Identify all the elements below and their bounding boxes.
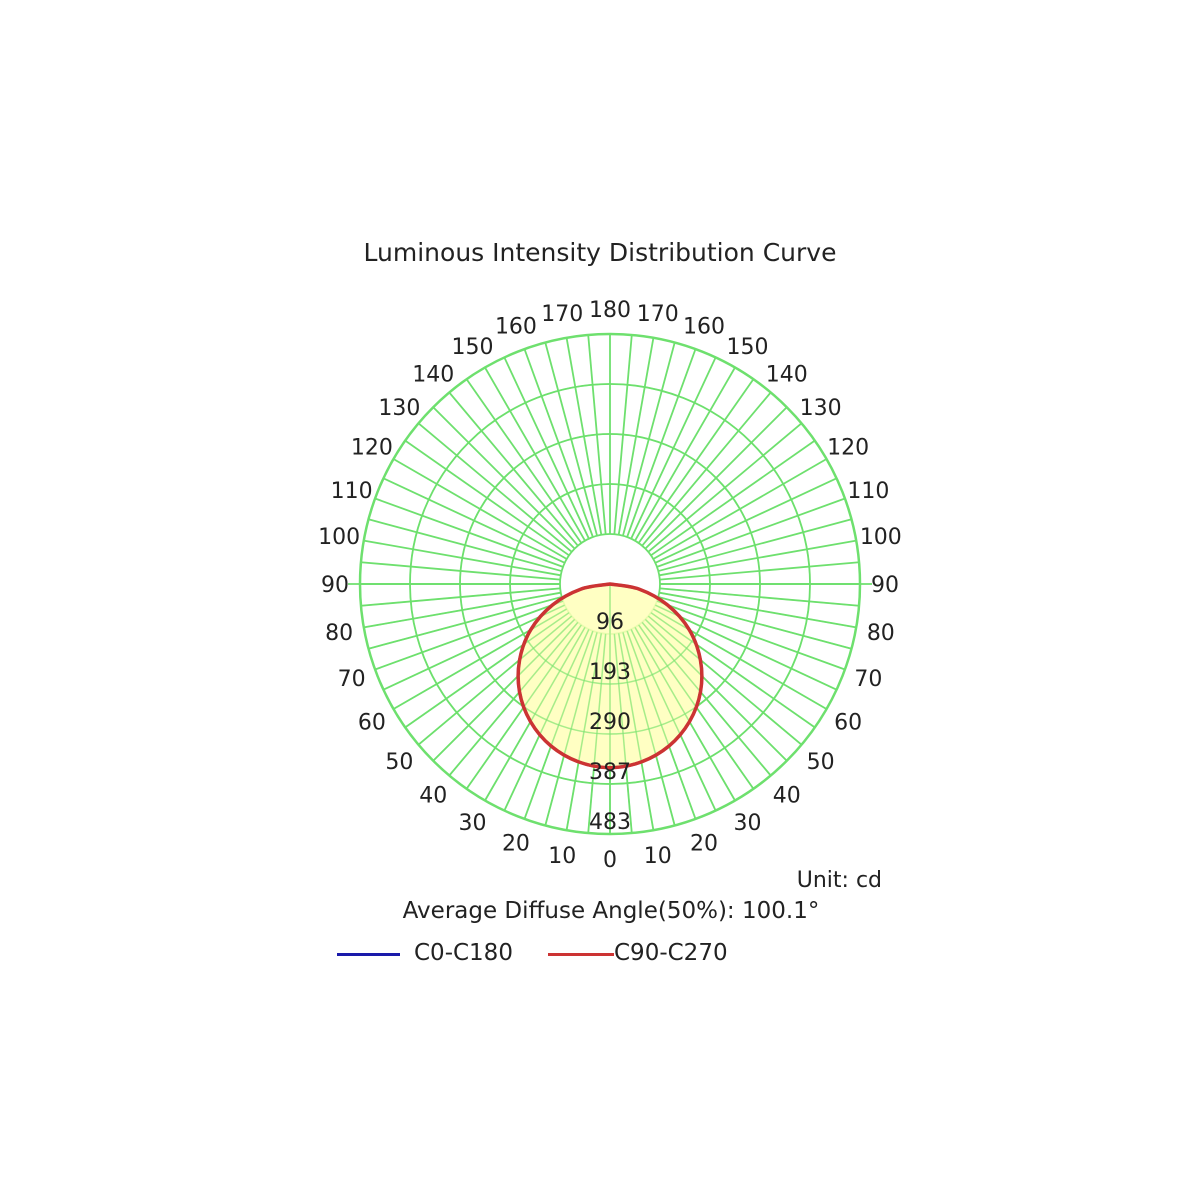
chart-title: Luminous Intensity Distribution Curve	[363, 238, 837, 267]
angle-label: 150	[727, 335, 769, 360]
angle-label: 160	[683, 315, 725, 340]
legend-swatch-c0	[337, 953, 400, 956]
angle-label: 170	[541, 302, 583, 327]
angle-label: 20	[690, 831, 718, 856]
angle-label: 140	[412, 362, 454, 387]
series-layer	[360, 383, 860, 834]
angle-label: 20	[502, 831, 530, 856]
angle-label: 180	[589, 298, 631, 323]
series-line-c90-c270	[516, 582, 704, 770]
radial-tick-label: 193	[589, 660, 631, 685]
angle-label: 120	[351, 436, 393, 461]
angle-label: 100	[318, 525, 360, 550]
angle-label: 170	[637, 302, 679, 327]
angle-label: 40	[419, 784, 447, 809]
radial-tick-label: 290	[589, 710, 631, 735]
legend-label-c90: C90-C270	[614, 940, 728, 966]
angle-label: 110	[331, 479, 373, 504]
angle-label: 160	[495, 315, 537, 340]
angle-label: 10	[644, 844, 672, 869]
radial-tick-label: 387	[589, 760, 631, 785]
angle-label: 140	[766, 362, 808, 387]
angle-label: 60	[834, 711, 862, 736]
radial-tick-label: 96	[596, 610, 624, 635]
unit-label: Unit: cd	[796, 868, 882, 893]
angle-label: 120	[827, 436, 869, 461]
angle-label: 60	[358, 711, 386, 736]
angle-label: 110	[847, 479, 889, 504]
angle-label: 10	[548, 844, 576, 869]
angle-label: 130	[378, 396, 420, 421]
legend-swatch-c90	[548, 953, 614, 956]
angle-label: 90	[871, 573, 899, 598]
angle-label: 70	[338, 667, 366, 692]
angle-label: 100	[860, 525, 902, 550]
angle-label: 50	[807, 750, 835, 775]
angle-label: 150	[452, 335, 494, 360]
angle-label: 90	[321, 573, 349, 598]
angle-label: 30	[734, 811, 762, 836]
angle-label: 40	[773, 784, 801, 809]
angle-label: 130	[800, 396, 842, 421]
angle-label: 0	[603, 848, 617, 873]
radial-tick-label: 483	[589, 810, 631, 835]
legend-label-c0: C0-C180	[414, 940, 513, 966]
angle-label: 70	[854, 667, 882, 692]
angle-label: 80	[867, 621, 895, 646]
angle-label: 50	[385, 750, 413, 775]
average-diffuse-angle: Average Diffuse Angle(50%): 100.1°	[402, 898, 820, 924]
angle-label: 80	[325, 621, 353, 646]
angle-label: 30	[459, 811, 487, 836]
